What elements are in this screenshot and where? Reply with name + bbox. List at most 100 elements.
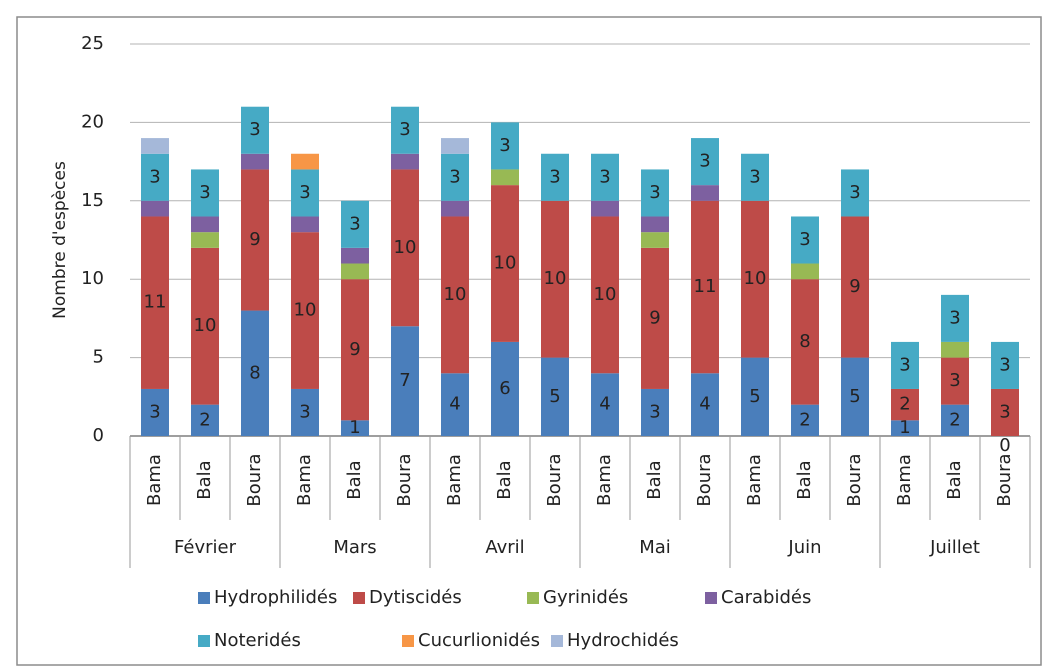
bar-segment bbox=[891, 388, 919, 421]
bar-segment bbox=[591, 153, 619, 201]
data-label: 3 bbox=[649, 401, 660, 422]
data-label: 8 bbox=[249, 362, 260, 383]
x-tick-label: Boura bbox=[994, 453, 1015, 506]
bar-segment bbox=[741, 200, 769, 358]
x-tick-label: Bama bbox=[294, 454, 315, 506]
data-label: 10 bbox=[744, 268, 767, 289]
data-label: 8 bbox=[799, 331, 810, 352]
y-tick-label: 5 bbox=[93, 347, 104, 368]
data-label: 3 bbox=[299, 401, 310, 422]
data-label: 5 bbox=[849, 386, 860, 407]
data-label: 7 bbox=[399, 370, 410, 391]
bar-segment bbox=[791, 263, 819, 280]
data-label: 9 bbox=[649, 307, 660, 328]
data-label: 10 bbox=[194, 315, 217, 336]
bar-segment bbox=[241, 106, 269, 154]
data-label: 3 bbox=[799, 229, 810, 250]
bar-segment bbox=[941, 341, 969, 358]
bar-segment bbox=[941, 357, 969, 405]
data-label: 0 bbox=[999, 435, 1010, 456]
data-label: 3 bbox=[849, 182, 860, 203]
group-label: Mars bbox=[333, 537, 376, 558]
bar-segment bbox=[191, 169, 219, 217]
legend-label: Noteridés bbox=[214, 630, 301, 651]
data-label: 3 bbox=[999, 401, 1010, 422]
data-label: 4 bbox=[599, 394, 610, 415]
data-label: 5 bbox=[549, 386, 560, 407]
chart-border bbox=[16, 16, 1042, 666]
bar-segment bbox=[791, 404, 819, 436]
data-label: 2 bbox=[949, 409, 960, 430]
bar-segment bbox=[491, 169, 519, 186]
bar-segment bbox=[291, 169, 319, 217]
data-label: 1 bbox=[349, 417, 360, 438]
data-label: 9 bbox=[849, 276, 860, 297]
bar-segment bbox=[991, 388, 1019, 436]
x-tick-label: Bama bbox=[144, 454, 165, 506]
x-tick-label: Boura bbox=[544, 453, 565, 506]
bar-segment bbox=[841, 216, 869, 358]
legend-swatch bbox=[198, 635, 210, 647]
data-label: 3 bbox=[499, 135, 510, 156]
data-label: 2 bbox=[799, 409, 810, 430]
data-label: 3 bbox=[899, 354, 910, 375]
data-label: 5 bbox=[749, 386, 760, 407]
data-label: 3 bbox=[999, 354, 1010, 375]
bar-segment bbox=[841, 169, 869, 217]
data-label: 1 bbox=[899, 417, 910, 438]
data-label: 11 bbox=[694, 276, 717, 297]
bar-segment bbox=[541, 153, 569, 201]
data-label: 3 bbox=[599, 166, 610, 187]
bar-segment bbox=[691, 200, 719, 374]
bar-segment bbox=[141, 138, 169, 154]
y-tick-label: 15 bbox=[81, 190, 104, 211]
group-label: Mai bbox=[639, 537, 671, 558]
legend-swatch bbox=[705, 592, 717, 604]
bar-segment bbox=[241, 310, 269, 436]
bar-segment bbox=[591, 216, 619, 374]
bar-segment bbox=[441, 373, 469, 436]
data-label: 10 bbox=[294, 300, 317, 321]
legend-label: Carabidés bbox=[721, 587, 811, 608]
bar-segment bbox=[991, 341, 1019, 389]
bar-segment bbox=[191, 247, 219, 405]
bar-segment bbox=[391, 106, 419, 154]
y-tick-label: 0 bbox=[93, 425, 104, 446]
data-label: 3 bbox=[199, 182, 210, 203]
bar-segment bbox=[191, 404, 219, 436]
data-label: 3 bbox=[649, 182, 660, 203]
legend-swatch bbox=[198, 592, 210, 604]
bar-segment bbox=[941, 294, 969, 342]
x-tick-label: Bama bbox=[444, 454, 465, 506]
bar-segment bbox=[141, 200, 169, 217]
x-tick-label: Bama bbox=[594, 454, 615, 506]
bar-segment bbox=[341, 247, 369, 264]
bar-segment bbox=[691, 138, 719, 186]
data-label: 9 bbox=[349, 339, 360, 360]
bar-segment bbox=[641, 169, 669, 217]
legend-label: Hydrochidés bbox=[567, 630, 679, 651]
data-label: 2 bbox=[199, 409, 210, 430]
bar-segment bbox=[641, 247, 669, 389]
data-label: 6 bbox=[499, 378, 510, 399]
x-tick-label: Boura bbox=[394, 453, 415, 506]
x-tick-label: Boura bbox=[844, 453, 865, 506]
x-tick-label: Bala bbox=[494, 460, 515, 499]
bar-segment bbox=[541, 357, 569, 436]
bar-segment bbox=[891, 341, 919, 389]
bar-segment bbox=[641, 232, 669, 248]
y-tick-label: 10 bbox=[81, 268, 104, 289]
bar-segment bbox=[291, 232, 319, 389]
x-tick-label: Boura bbox=[694, 453, 715, 506]
bar-segment bbox=[191, 216, 219, 233]
legend-label: Dytiscidés bbox=[369, 587, 462, 608]
y-tick-label: 20 bbox=[81, 111, 104, 132]
bar-segment bbox=[541, 200, 569, 358]
y-tick-label: 25 bbox=[81, 33, 104, 54]
bar-segment bbox=[291, 153, 319, 170]
bar-segment bbox=[641, 388, 669, 436]
bar-segment bbox=[241, 169, 269, 311]
data-label: 10 bbox=[444, 284, 467, 305]
data-label: 4 bbox=[699, 394, 710, 415]
